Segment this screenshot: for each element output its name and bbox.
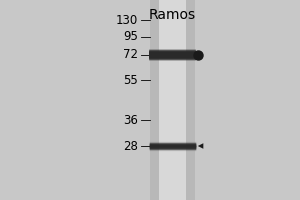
Text: 55: 55 <box>123 73 138 86</box>
Bar <box>150 0 195 200</box>
Text: 28: 28 <box>123 140 138 152</box>
Text: 95: 95 <box>123 30 138 44</box>
Text: Ramos: Ramos <box>149 8 196 22</box>
Text: 36: 36 <box>123 114 138 127</box>
Text: 130: 130 <box>116 14 138 26</box>
Text: 72: 72 <box>123 48 138 62</box>
Bar <box>159 0 186 200</box>
